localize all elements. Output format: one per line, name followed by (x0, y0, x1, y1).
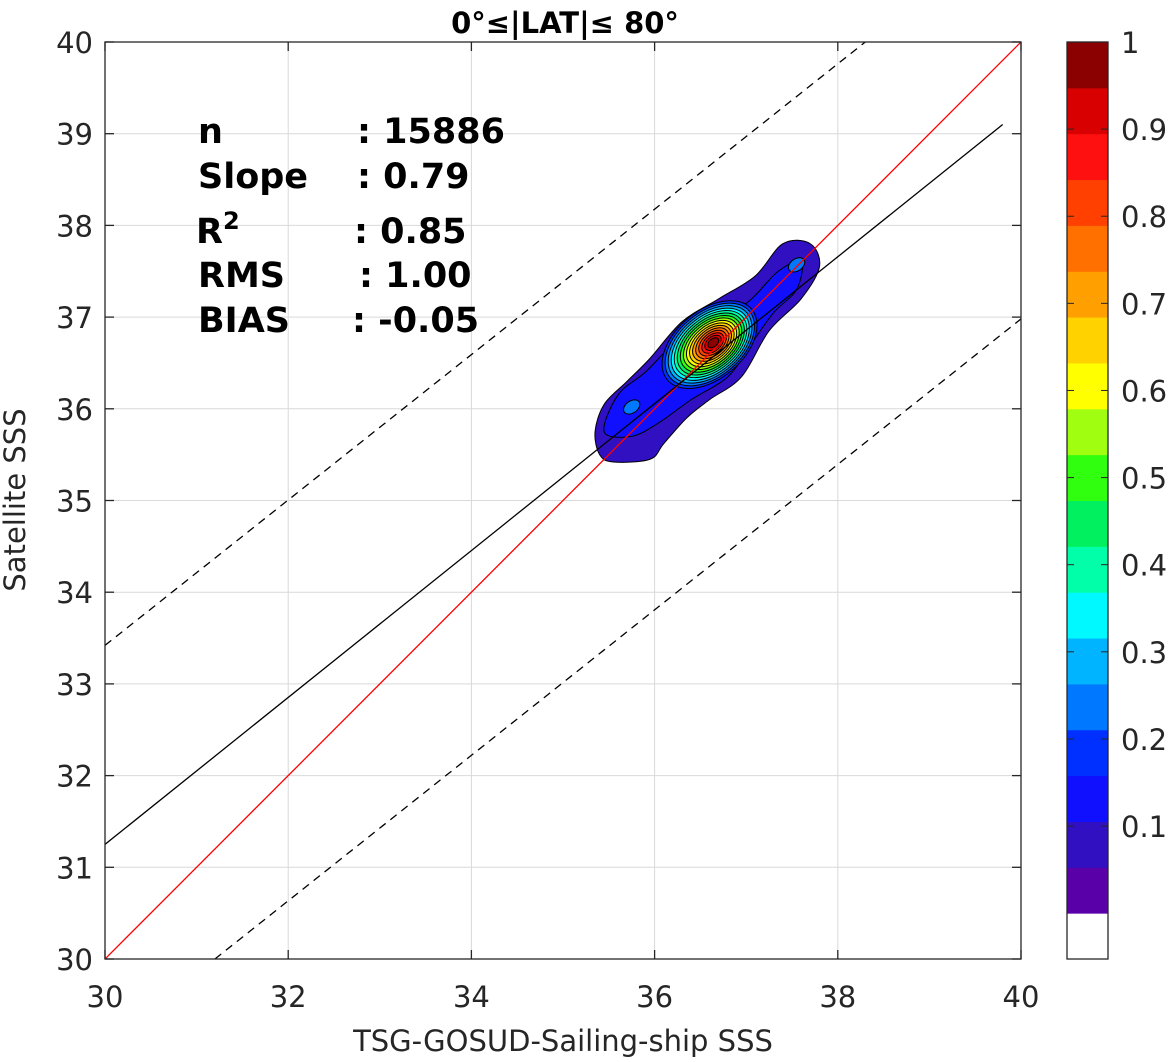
colorbar-tick-label: 0.5 (1121, 462, 1167, 496)
colorbar-tick-label: 0.2 (1121, 723, 1167, 757)
colorbar-tick-label: 0.7 (1121, 287, 1167, 321)
statistics-box: n : 15886 Slope : 0.79 R2 : 0.85 RMS : 1… (196, 112, 505, 341)
colorbar-segment (1067, 362, 1108, 410)
x-tick-label: 30 (87, 980, 124, 1014)
colorbar: 0.1 0.2 0.3 0.4 0.5 0.6 0.7 0.8 0.9 1 (1066, 26, 1167, 960)
colorbar-segment (1067, 133, 1108, 181)
colorbar-segment (1067, 821, 1108, 868)
colorbar-segment (1067, 42, 1108, 89)
colorbar-segment (1067, 775, 1108, 822)
x-tick-label: 40 (1003, 980, 1040, 1014)
y-tick-label: 31 (56, 851, 93, 885)
axis-ticks: 30 32 34 36 38 40 30 31 32 33 34 35 36 37 38 39 40 (56, 26, 1039, 1014)
stat-r2-label: R2 (196, 207, 240, 252)
x-tick-label: 38 (819, 980, 856, 1014)
stat-slope-value: : 0.79 (357, 157, 470, 197)
colorbar-frame (1066, 41, 1109, 960)
colorbar-segment (1067, 913, 1108, 960)
x-tick-label: 32 (270, 980, 307, 1014)
y-tick-label: 38 (56, 209, 93, 243)
upper-dashed-line (105, 42, 866, 646)
colorbar-segment (1067, 317, 1108, 364)
stat-slope-label: Slope (198, 157, 308, 197)
colorbar-segment (1067, 729, 1108, 777)
reference-lines (105, 42, 1021, 959)
colorbar-segment (1067, 592, 1108, 639)
y-tick-label: 30 (56, 943, 93, 977)
chart-title: 0°≤|LAT|≤ 80° (451, 6, 679, 40)
y-tick-label: 40 (56, 26, 93, 60)
x-axis-label: TSG-GOSUD-Sailing-ship SSS (352, 1024, 773, 1058)
y-tick-label: 36 (56, 393, 93, 427)
lower-dashed-line (214, 318, 1021, 959)
contour-level (707, 337, 720, 349)
stat-r2-base: R (196, 212, 223, 252)
colorbar-segment (1067, 546, 1108, 593)
colorbar-segment (1067, 867, 1108, 914)
y-axis-label: Satellite SSS (0, 408, 32, 591)
colorbar-tick-label: 0.8 (1121, 200, 1167, 234)
x-tick-label: 34 (453, 980, 490, 1014)
colorbar-segment (1067, 683, 1108, 731)
identity-line (105, 42, 1021, 959)
stat-n-value: : 15886 (357, 112, 505, 152)
y-tick-label: 39 (56, 118, 93, 152)
y-tick-label: 33 (56, 668, 93, 702)
y-tick-label: 32 (56, 760, 93, 794)
colorbar-segment (1067, 408, 1108, 456)
colorbar-tick-label: 0.4 (1121, 549, 1167, 583)
colorbar-segment (1067, 225, 1108, 272)
colorbar-tick-label: 1 (1121, 26, 1139, 60)
colorbar-segment (1067, 638, 1108, 685)
colorbar-tick-label: 0.3 (1121, 636, 1167, 670)
colorbar-segment (1067, 500, 1108, 547)
stat-rms-label: RMS (198, 256, 285, 296)
contour-secondary-peak (623, 399, 641, 415)
colorbar-segment (1067, 87, 1108, 135)
colorbar-tick-label: 0.1 (1121, 810, 1167, 844)
stat-bias-value: : -0.05 (352, 301, 479, 341)
stat-r2-value: : 0.85 (354, 212, 467, 252)
colorbar-tick-label: 0.6 (1121, 374, 1167, 408)
colorbar-tick-label: 0.9 (1121, 113, 1167, 147)
stat-rms-value: : 1.00 (359, 256, 472, 296)
x-tick-label: 36 (636, 980, 673, 1014)
density-contours (594, 239, 821, 463)
y-tick-label: 34 (56, 576, 93, 610)
colorbar-segment (1067, 271, 1108, 318)
regression-line (105, 124, 1004, 845)
stat-n-label: n (198, 112, 223, 152)
colorbar-segment (1067, 179, 1108, 226)
stat-r2-sup: 2 (223, 207, 240, 235)
stat-bias-label: BIAS (198, 301, 290, 341)
y-tick-label: 35 (56, 485, 93, 519)
y-tick-label: 37 (56, 301, 93, 335)
